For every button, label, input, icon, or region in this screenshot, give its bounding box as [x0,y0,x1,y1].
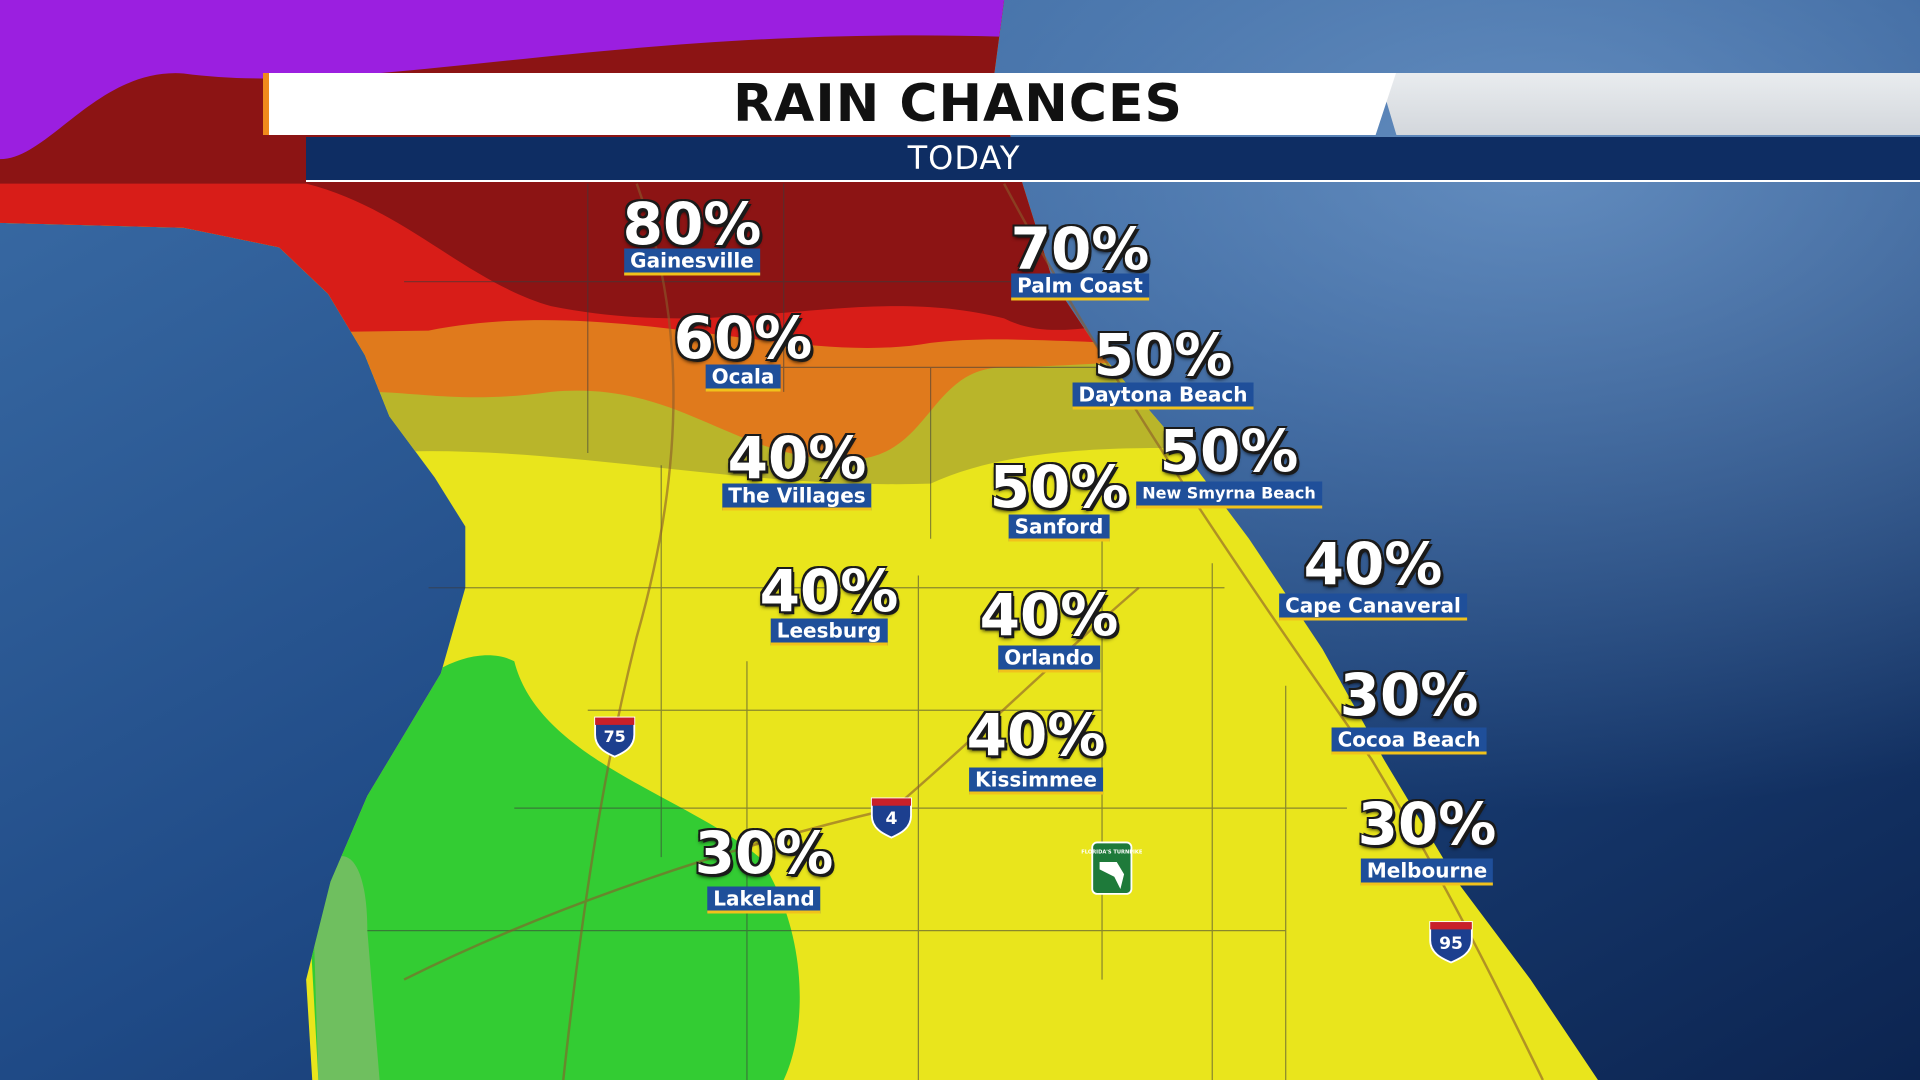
city-name: Sanford [1008,514,1110,542]
city-name: Melbourne [1360,858,1494,886]
city-name: Orlando [998,645,1100,673]
band-light-green [312,856,380,1080]
shield-i4: 4 [870,797,912,839]
shield-top [1430,922,1472,930]
city-name: Leesburg [770,618,888,646]
rain-chance: 50% [1093,321,1233,389]
header-bar [263,73,1396,135]
city-name: Daytona Beach [1072,382,1254,410]
city-name: The Villages [722,483,872,511]
city-name: Ocala [705,364,781,392]
shield-top [871,798,912,806]
city-name: New Smyrna Beach [1136,481,1322,509]
rain-chance: 50% [1159,417,1299,485]
rain-chance: 40% [727,424,867,492]
county-lines [367,183,1347,1080]
rain-chance: 40% [759,557,899,625]
shield-i95: 95 [1429,921,1473,964]
rain-chance: 50% [989,453,1129,521]
rain-chance: 40% [966,701,1106,769]
city-name: Lakeland [707,886,821,914]
shield-i75: 75 [594,716,636,758]
rain-chance: 40% [1303,530,1443,598]
header-accent [1378,73,1920,135]
shield-turnpike: FLORIDA'S TURNPIKE [1081,841,1143,895]
rain-chance: 80% [622,190,762,258]
shield [1429,921,1473,964]
shield-number: 75 [604,727,626,746]
rain-chance: 70% [1010,215,1150,283]
band-purple [0,0,1005,160]
city-name: Gainesville [624,248,760,276]
shield [594,716,636,758]
rain-chance: 30% [1339,661,1479,729]
shield-text: FLORIDA'S TURNPIKE [1081,849,1143,855]
city-name: Cape Canaveral [1279,593,1467,621]
rain-chance: 30% [1357,790,1497,858]
shield [870,797,912,839]
rain-chance: 40% [979,581,1119,649]
title: RAIN CHANCES [733,74,1183,134]
shield-top [595,717,635,725]
subheader-bar [306,137,1920,182]
city-name: Kissimmee [969,767,1103,795]
band-green [306,655,800,1080]
city-name: Palm Coast [1011,273,1149,301]
rain-chance: 60% [673,304,813,372]
rain-chance: 30% [694,819,834,887]
subtitle: TODAY [907,139,1021,177]
shield-number: 95 [1439,934,1463,954]
shield-number: 4 [885,809,897,829]
city-name: Cocoa Beach [1331,727,1487,755]
